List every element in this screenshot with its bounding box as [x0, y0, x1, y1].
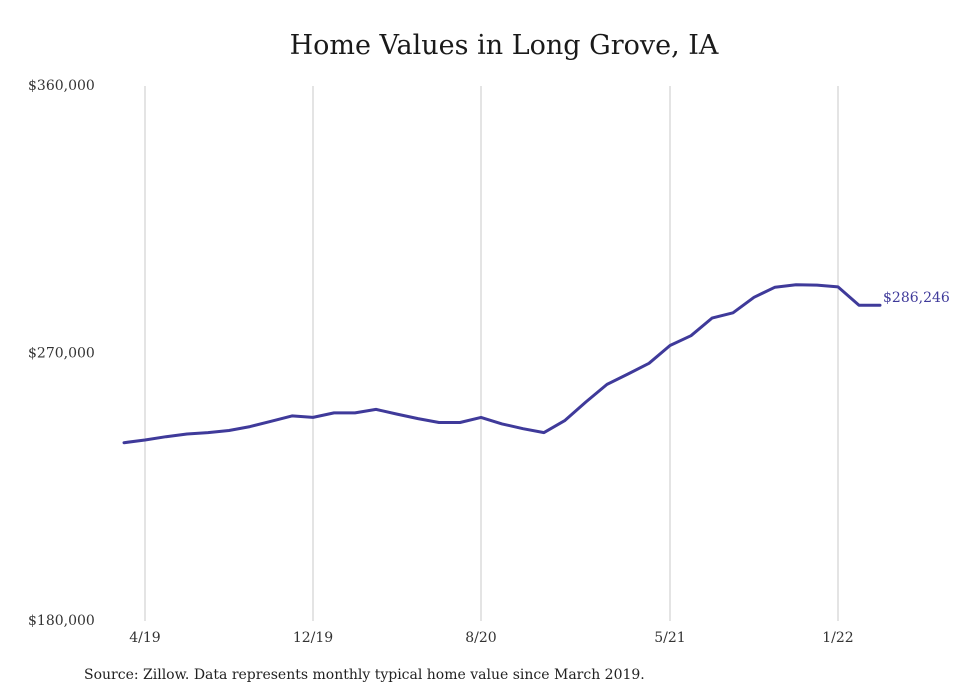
y-tick-label: $360,000	[28, 78, 95, 94]
x-tick-label: 8/20	[465, 630, 496, 646]
y-tick-label: $270,000	[28, 346, 95, 362]
grid-lines	[144, 86, 839, 621]
x-tick-label: 4/19	[129, 630, 160, 646]
x-axis-ticks: 4/19 12/19 8/20 5/21 1/22	[129, 630, 853, 646]
y-tick-label: $180,000	[28, 613, 95, 629]
series-line	[122, 283, 882, 445]
x-tick-label: 5/21	[654, 630, 685, 646]
x-tick-label: 1/22	[822, 630, 853, 646]
x-tick-label: 12/19	[293, 630, 333, 646]
series	[122, 283, 882, 445]
source-note: Source: Zillow. Data represents monthly …	[84, 667, 645, 683]
y-axis-ticks: $360,000 $270,000 $180,000	[28, 78, 95, 629]
end-value-label: $286,246	[883, 290, 950, 306]
chart-title: Home Values in Long Grove, IA	[289, 30, 719, 61]
annotations: $286,246	[883, 290, 950, 306]
